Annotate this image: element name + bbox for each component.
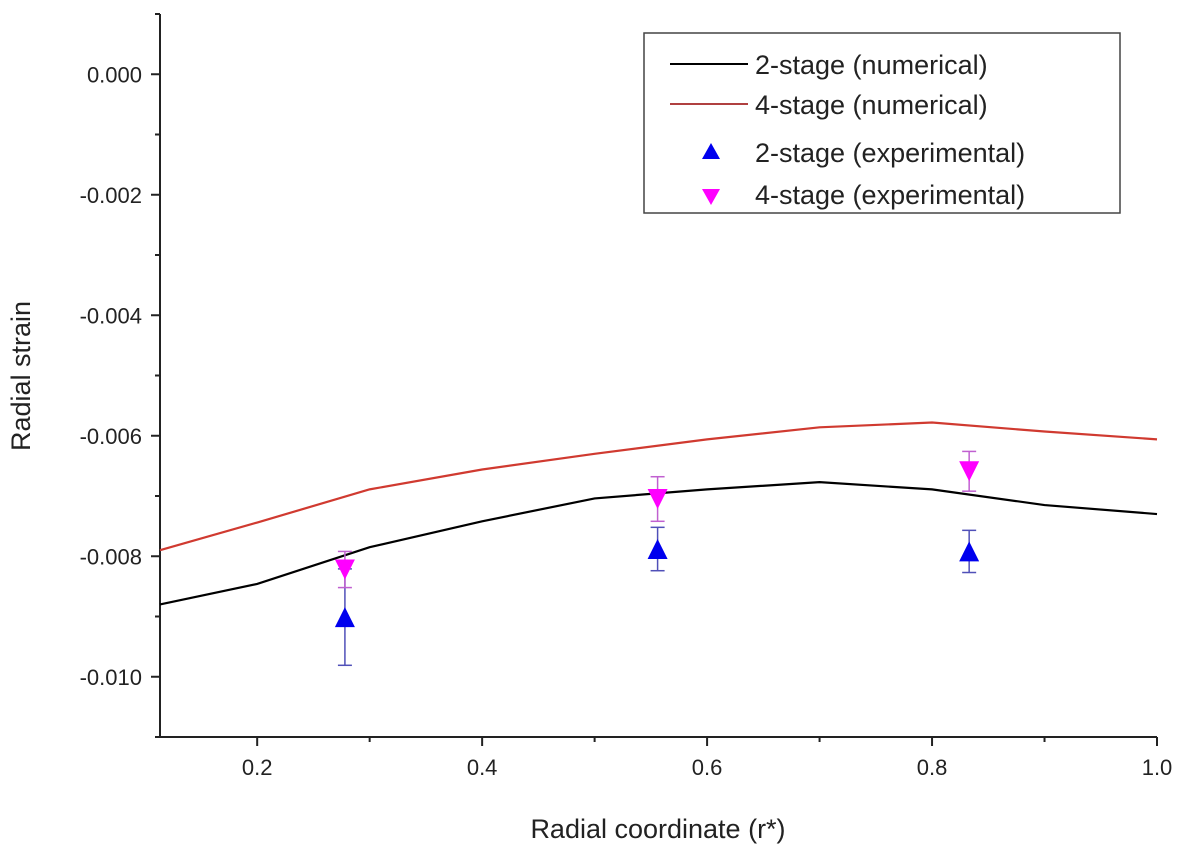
data-point-2-stage-experimental — [959, 541, 980, 562]
y-axis-label: Radial strain — [6, 301, 36, 451]
plot-marks — [159, 421, 1158, 667]
legend-marker-triangle-down — [702, 189, 720, 205]
x-tick-label: 0.6 — [692, 755, 723, 780]
x-tick-label: 1.0 — [1142, 755, 1173, 780]
data-point-4-stage-experimental — [959, 461, 980, 482]
x-tick-label: 0.8 — [917, 755, 948, 780]
legend: 2-stage (numerical) 4-stage (numerical) … — [643, 32, 1121, 214]
y-tick-label: -0.010 — [80, 665, 142, 690]
data-point-2-stage-experimental — [647, 539, 668, 560]
legend-label-4-stage-numerical: 4-stage (numerical) — [755, 90, 988, 120]
series-line-4-stage-numerical — [159, 421, 1158, 552]
legend-marker-triangle-up — [702, 143, 720, 159]
y-tick-label: -0.008 — [80, 544, 142, 569]
x-tick-label: 0.2 — [242, 755, 273, 780]
y-tick-label: -0.006 — [80, 424, 142, 449]
data-point-4-stage-experimental — [334, 559, 355, 580]
axes: 0.2 0.4 0.6 0.8 1.0 0.000 -0.002 -0.004 -0.006 -0… — [80, 13, 1173, 780]
y-tick-label: 0.000 — [87, 62, 142, 87]
x-tick-label: 0.4 — [467, 755, 498, 780]
y-tick-label: -0.004 — [80, 303, 142, 328]
y-tick-label: -0.002 — [80, 183, 142, 208]
legend-label-4-stage-experimental: 4-stage (experimental) — [755, 180, 1025, 210]
data-point-4-stage-experimental — [647, 489, 668, 510]
data-point-2-stage-experimental — [334, 607, 355, 628]
legend-label-2-stage-numerical: 2-stage (numerical) — [755, 50, 988, 80]
x-axis-label: Radial coordinate (r*) — [530, 814, 785, 844]
legend-label-2-stage-experimental: 2-stage (experimental) — [755, 138, 1025, 168]
